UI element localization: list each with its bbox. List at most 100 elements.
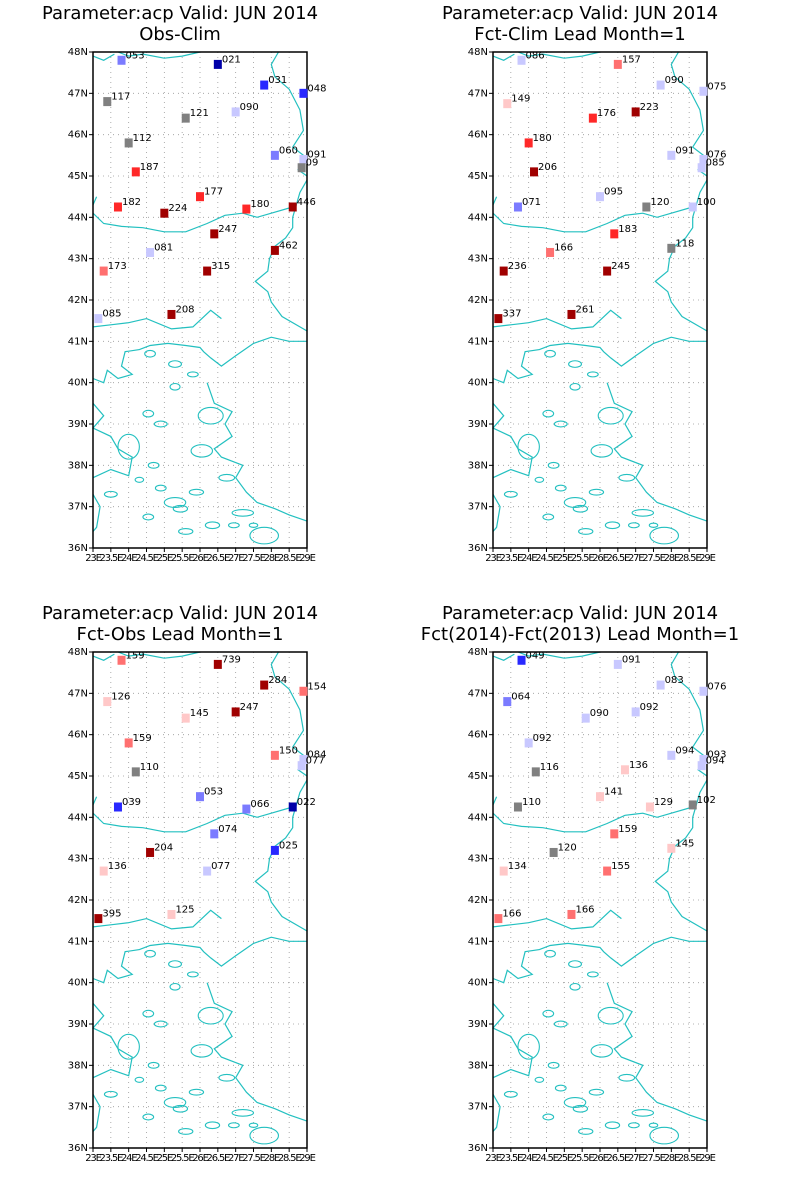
island-outline bbox=[188, 1088, 205, 1096]
lat-tick-label: 46N bbox=[468, 730, 488, 741]
lon-tick-label: 25.5E bbox=[571, 1153, 594, 1164]
island-outline bbox=[163, 1097, 187, 1109]
station-value-label: 053 bbox=[204, 787, 223, 798]
station-value-label: 120 bbox=[558, 842, 577, 853]
lat-tick-label: 41N bbox=[468, 336, 488, 347]
station-value-label: 074 bbox=[218, 824, 237, 835]
station-marker bbox=[524, 738, 533, 748]
coastline-segment bbox=[492, 806, 693, 833]
station-marker bbox=[113, 802, 122, 812]
station-value-label: 094 bbox=[706, 756, 725, 767]
lat-tick-label: 37N bbox=[68, 502, 88, 513]
station-marker bbox=[203, 866, 212, 876]
island-outline bbox=[163, 497, 187, 509]
island-outline bbox=[142, 1113, 155, 1121]
station-marker bbox=[231, 707, 240, 717]
coastline-segment bbox=[92, 309, 222, 330]
station-value-label: 048 bbox=[307, 83, 326, 94]
station-marker bbox=[517, 55, 526, 65]
station-value-label: 462 bbox=[279, 240, 298, 251]
station-marker bbox=[499, 266, 508, 276]
station-value-label: 224 bbox=[168, 203, 187, 214]
station-value-label: 075 bbox=[707, 81, 726, 92]
station-marker bbox=[124, 138, 133, 148]
station-marker bbox=[242, 204, 251, 214]
station-marker bbox=[503, 697, 512, 707]
station-value-label: 064 bbox=[511, 692, 530, 703]
map-plot: 36N 37N 38N 39N 40N 41N 42N 43N 44N 45N 46N 47N 48N 2… bbox=[468, 47, 727, 564]
island-outline bbox=[648, 1122, 659, 1128]
station-marker bbox=[530, 167, 539, 177]
station-value-label: 071 bbox=[522, 197, 541, 208]
panel-title-line1: Parameter:acp Valid: JUN 2014 bbox=[41, 603, 319, 624]
station-value-label: 337 bbox=[502, 309, 521, 320]
lat-tick-label: 43N bbox=[468, 254, 488, 265]
lat-tick-label: 43N bbox=[68, 854, 88, 865]
lon-tick-label: 23E bbox=[85, 1153, 101, 1164]
island-outline bbox=[590, 444, 614, 458]
station-value-label: 093 bbox=[707, 749, 726, 760]
lon-tick-label: 26.5E bbox=[607, 1153, 630, 1164]
station-value-label: 446 bbox=[297, 197, 316, 208]
station-value-label: 076 bbox=[707, 681, 726, 692]
station-value-label: 031 bbox=[268, 75, 287, 86]
island-outline bbox=[142, 409, 155, 418]
lat-tick-label: 38N bbox=[468, 460, 488, 471]
lon-tick-label: 23E bbox=[485, 553, 501, 564]
island-outline bbox=[153, 1020, 168, 1028]
island-outline bbox=[248, 522, 259, 528]
station-value-label: 021 bbox=[222, 54, 241, 65]
station-marker bbox=[549, 847, 558, 857]
lon-tick-label: 24.5E bbox=[135, 553, 158, 564]
station-marker bbox=[631, 707, 640, 717]
station-marker bbox=[699, 754, 708, 764]
coastline-segment bbox=[92, 936, 307, 984]
station-value-label: 176 bbox=[597, 108, 616, 119]
station-marker bbox=[103, 697, 112, 707]
lon-tick-label: 25.5E bbox=[171, 1153, 194, 1164]
station-marker bbox=[242, 804, 251, 814]
lat-tick-label: 40N bbox=[68, 978, 88, 989]
lon-tick-label: 23E bbox=[85, 553, 101, 564]
station-value-label: 118 bbox=[675, 238, 694, 249]
lon-tick-label: 23E bbox=[485, 1153, 501, 1164]
lat-tick-label: 47N bbox=[68, 88, 88, 99]
island-outline bbox=[142, 1009, 155, 1018]
island-outline bbox=[586, 371, 599, 378]
station-marker bbox=[131, 767, 140, 777]
station-marker bbox=[131, 167, 140, 177]
panel-title-line1: Parameter:acp Valid: JUN 2014 bbox=[41, 3, 319, 24]
lon-tick-label: 27.5E bbox=[642, 553, 665, 564]
coastline-segment bbox=[492, 653, 515, 661]
station-marker bbox=[270, 150, 279, 160]
lon-tick-label: 29E bbox=[699, 553, 715, 564]
station-value-label: 134 bbox=[508, 861, 527, 872]
station-marker bbox=[513, 202, 522, 212]
station-marker bbox=[270, 750, 279, 760]
station-value-label: 049 bbox=[526, 650, 545, 661]
coastline-segment bbox=[517, 51, 601, 59]
lat-tick-label: 41N bbox=[68, 336, 88, 347]
station-marker bbox=[642, 202, 651, 212]
coastline-segment bbox=[606, 382, 708, 522]
station-marker bbox=[567, 909, 576, 919]
map-plot: 36N 37N 38N 39N 40N 41N 42N 43N 44N 45N 46N 47N 48N 2… bbox=[468, 647, 727, 1164]
lon-tick-label: 23.5E bbox=[500, 553, 523, 564]
island-outline bbox=[168, 360, 183, 368]
coastline-segment bbox=[492, 309, 622, 330]
lon-tick-label: 24E bbox=[121, 553, 137, 564]
station-marker bbox=[99, 866, 108, 876]
lon-tick-label: 28E bbox=[664, 1153, 680, 1164]
island-outline bbox=[553, 420, 568, 428]
lat-tick-label: 41N bbox=[468, 936, 488, 947]
station-marker bbox=[270, 845, 279, 855]
station-marker bbox=[503, 99, 512, 109]
island-outline bbox=[190, 1044, 214, 1058]
lat-tick-label: 46N bbox=[68, 130, 88, 141]
grid-lines bbox=[93, 52, 307, 548]
coastline-segment bbox=[270, 51, 308, 162]
station-value-label: 395 bbox=[102, 909, 121, 920]
lon-tick-label: 28E bbox=[664, 553, 680, 564]
station-value-label: 110 bbox=[522, 797, 541, 808]
